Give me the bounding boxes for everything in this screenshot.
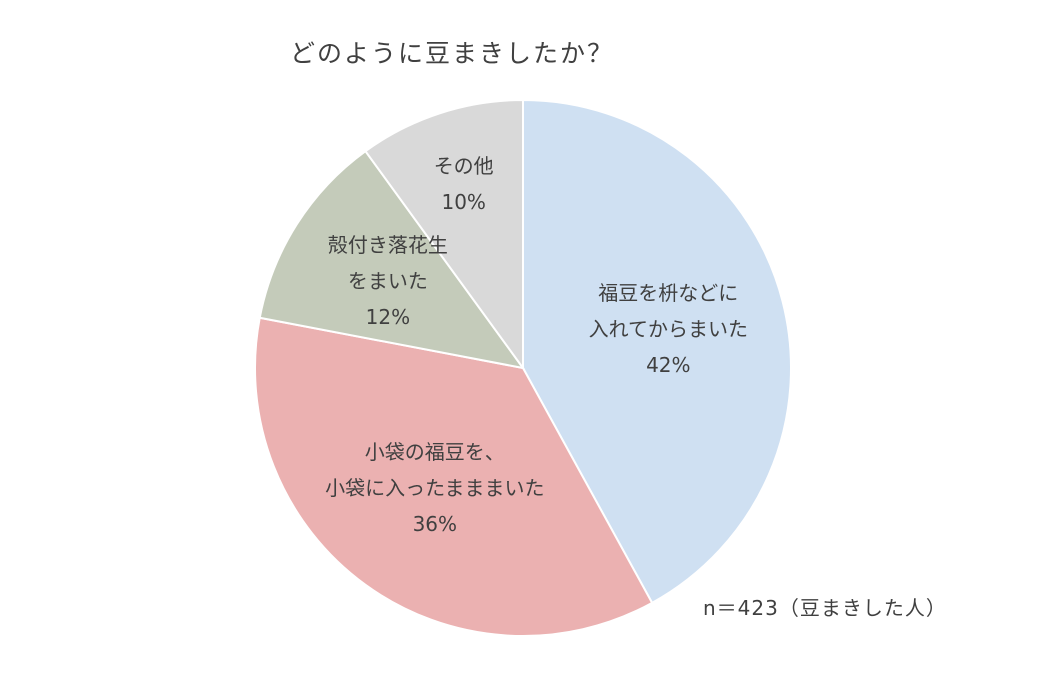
slice-category-label: その他 [434, 154, 494, 178]
slice-category-label: 入れてからまいた [589, 317, 748, 341]
pie-slice [258, 149, 526, 370]
slice-percent-label: 10% [441, 190, 485, 214]
sample-size-note: n＝423（豆まきした人） [703, 596, 947, 620]
pie-slice [522, 98, 792, 605]
chart-title: どのように豆まきしたか？ [290, 39, 615, 68]
pie-slice [254, 316, 654, 637]
slice-category-label: 小袋の福豆を、 [365, 440, 505, 464]
pie-slices [254, 98, 792, 637]
slice-category-label: 殻付き落花生 [328, 233, 448, 257]
slice-category-label: 小袋に入ったまままいた [325, 476, 544, 500]
slice-category-label: をまいた [348, 269, 428, 293]
slice-percent-label: 12% [366, 305, 410, 329]
slice-percent-label: 42% [646, 353, 690, 377]
pie-slice [364, 98, 524, 372]
slice-category-label: 福豆を枡などに [598, 281, 738, 305]
slice-percent-label: 36% [413, 512, 457, 536]
